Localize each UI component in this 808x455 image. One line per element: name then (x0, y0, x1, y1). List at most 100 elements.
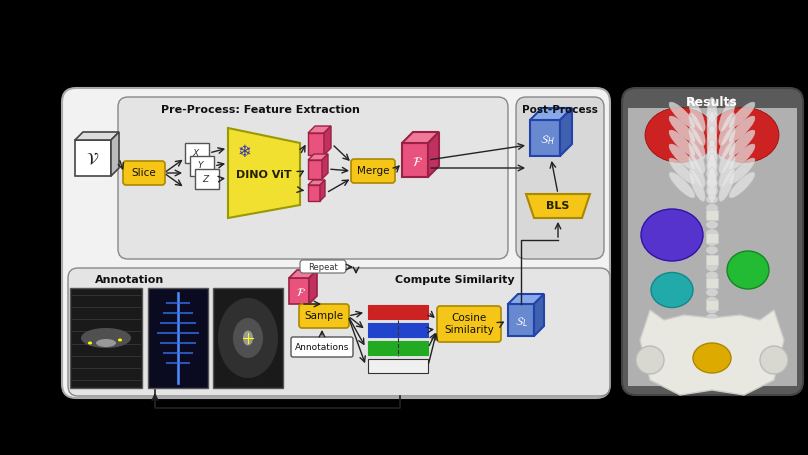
FancyBboxPatch shape (351, 159, 395, 183)
Ellipse shape (707, 140, 717, 175)
Text: Pre-Process: Feature Extraction: Pre-Process: Feature Extraction (161, 105, 360, 115)
Ellipse shape (706, 314, 718, 322)
Ellipse shape (706, 263, 718, 271)
Polygon shape (324, 126, 331, 155)
Ellipse shape (706, 255, 718, 263)
Ellipse shape (729, 116, 755, 142)
Ellipse shape (641, 209, 703, 261)
FancyBboxPatch shape (299, 304, 349, 328)
Ellipse shape (706, 120, 718, 127)
FancyBboxPatch shape (368, 341, 428, 355)
Ellipse shape (707, 111, 717, 147)
Ellipse shape (706, 196, 718, 203)
Ellipse shape (693, 343, 731, 373)
Polygon shape (308, 126, 331, 133)
FancyBboxPatch shape (62, 88, 610, 398)
Ellipse shape (719, 113, 735, 145)
Ellipse shape (709, 107, 779, 162)
Ellipse shape (636, 346, 664, 374)
FancyBboxPatch shape (530, 120, 560, 156)
Polygon shape (289, 270, 317, 278)
Text: Y: Y (197, 162, 203, 171)
Ellipse shape (706, 153, 718, 161)
Polygon shape (508, 294, 544, 304)
Polygon shape (111, 132, 119, 176)
Ellipse shape (669, 172, 695, 198)
FancyBboxPatch shape (368, 359, 428, 373)
Ellipse shape (706, 145, 718, 153)
Polygon shape (75, 132, 119, 140)
Ellipse shape (719, 99, 735, 131)
Text: Annotations: Annotations (295, 343, 349, 352)
Ellipse shape (706, 322, 718, 330)
Ellipse shape (706, 136, 718, 144)
Polygon shape (402, 132, 439, 143)
FancyBboxPatch shape (628, 108, 797, 386)
Polygon shape (322, 154, 328, 179)
Ellipse shape (719, 169, 735, 201)
FancyBboxPatch shape (75, 140, 111, 176)
Ellipse shape (706, 111, 718, 119)
Ellipse shape (706, 356, 718, 364)
Ellipse shape (651, 273, 693, 308)
Ellipse shape (669, 102, 695, 128)
Text: $\mathcal{V}$: $\mathcal{V}$ (86, 150, 99, 168)
Ellipse shape (707, 153, 717, 188)
Text: Sample: Sample (305, 311, 343, 321)
FancyBboxPatch shape (118, 97, 508, 259)
Ellipse shape (689, 155, 705, 187)
Ellipse shape (706, 280, 718, 288)
FancyBboxPatch shape (185, 143, 209, 163)
Polygon shape (308, 154, 328, 160)
Ellipse shape (760, 346, 788, 374)
FancyBboxPatch shape (308, 185, 320, 201)
Ellipse shape (689, 113, 705, 145)
Ellipse shape (707, 126, 717, 161)
Ellipse shape (689, 99, 705, 131)
Ellipse shape (669, 144, 695, 170)
Ellipse shape (706, 212, 718, 220)
FancyBboxPatch shape (437, 306, 501, 342)
Ellipse shape (706, 128, 718, 136)
Polygon shape (228, 128, 300, 218)
Ellipse shape (719, 127, 735, 159)
FancyBboxPatch shape (70, 288, 142, 388)
FancyBboxPatch shape (308, 133, 324, 155)
Ellipse shape (706, 204, 718, 212)
Ellipse shape (706, 170, 718, 178)
FancyBboxPatch shape (402, 143, 428, 177)
FancyBboxPatch shape (68, 268, 610, 396)
Ellipse shape (88, 342, 92, 344)
Ellipse shape (233, 318, 263, 358)
Ellipse shape (729, 130, 755, 156)
FancyBboxPatch shape (148, 288, 208, 388)
FancyBboxPatch shape (706, 210, 718, 220)
FancyBboxPatch shape (516, 97, 604, 259)
Ellipse shape (706, 229, 718, 237)
Text: Slice: Slice (132, 168, 157, 178)
Polygon shape (640, 310, 784, 395)
Ellipse shape (689, 169, 705, 201)
Text: Compute Similarity: Compute Similarity (395, 275, 515, 285)
FancyBboxPatch shape (706, 233, 718, 243)
FancyBboxPatch shape (368, 305, 428, 319)
Ellipse shape (669, 158, 695, 184)
Ellipse shape (706, 187, 718, 195)
Polygon shape (526, 194, 590, 218)
Text: X: X (192, 148, 198, 157)
Ellipse shape (706, 297, 718, 305)
Ellipse shape (727, 251, 769, 289)
FancyBboxPatch shape (123, 161, 165, 185)
Ellipse shape (118, 339, 122, 342)
Text: $\mathcal{F}$: $\mathcal{F}$ (411, 156, 423, 168)
Text: ❄: ❄ (237, 143, 251, 161)
Text: Z: Z (202, 175, 208, 183)
Ellipse shape (81, 328, 131, 348)
Ellipse shape (729, 158, 755, 184)
Ellipse shape (707, 97, 717, 132)
Ellipse shape (729, 172, 755, 198)
FancyBboxPatch shape (622, 88, 803, 395)
Polygon shape (428, 132, 439, 177)
Text: $\mathcal{F}$: $\mathcal{F}$ (296, 286, 306, 298)
Ellipse shape (706, 305, 718, 313)
